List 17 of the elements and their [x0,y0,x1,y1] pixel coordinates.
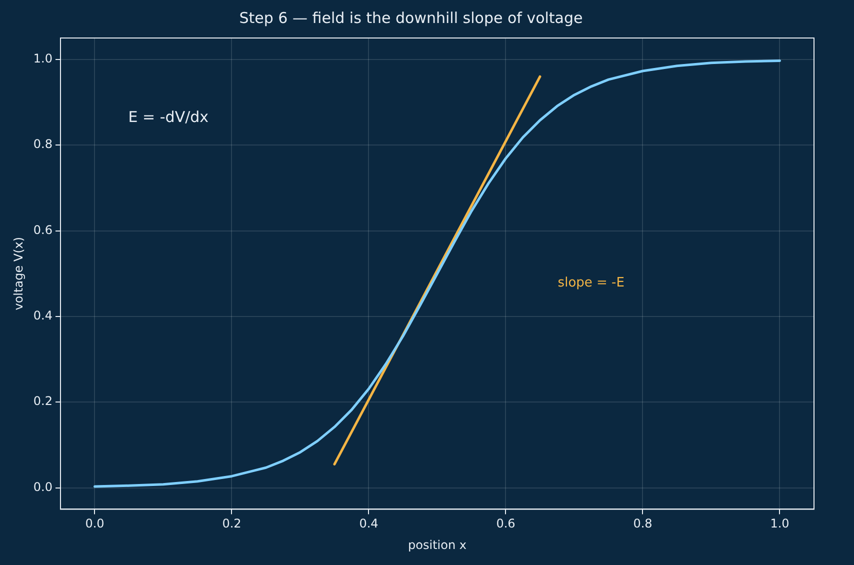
x-tick-label: 0.6 [496,516,516,531]
x-tick-label: 0.0 [85,516,104,531]
y-tick-label: 0.8 [33,137,52,152]
y-tick-label: 0.0 [33,480,52,494]
x-tick-label: 0.8 [633,516,652,531]
annotation: E = -dV/dx [128,108,209,126]
y-axis-title: voltage V(x) [11,236,26,310]
y-tick-label: 1.0 [33,52,52,66]
chart-title: Step 6 — field is the downhill slope of voltage [239,8,583,27]
x-tick-label: 0.2 [222,516,242,531]
y-tick-label: 0.2 [33,394,52,408]
y-tick-label: 0.6 [33,222,52,237]
y-tick-label: 0.4 [33,308,52,323]
annotation: slope = -E [558,275,624,290]
x-tick-label: 1.0 [770,516,790,531]
x-tick-label: 0.4 [359,516,378,531]
x-axis-title: position x [408,538,466,552]
